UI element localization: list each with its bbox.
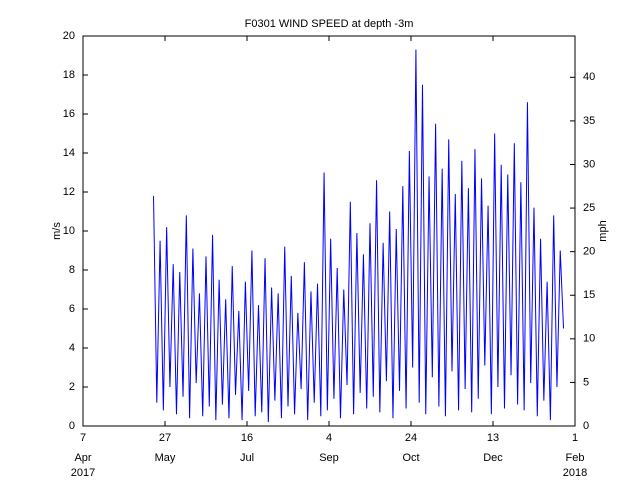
y2-tick-label: 5 — [583, 376, 589, 388]
y2-tick-label: 15 — [583, 289, 595, 301]
x-tick-label: 13 — [487, 432, 499, 444]
y-tick-label: 4 — [69, 342, 75, 354]
y2-tick-label: 35 — [583, 115, 595, 127]
y2-tick-label: 30 — [583, 158, 595, 170]
y2-tick-label: 25 — [583, 202, 595, 214]
x-tick-month: Oct — [402, 452, 419, 464]
y2-tick-label: 40 — [583, 71, 595, 83]
y-tick-label: 6 — [69, 303, 75, 315]
x-tick-label: 16 — [241, 432, 253, 444]
x-tick-month: Feb — [566, 452, 585, 464]
x-tick-month: Sep — [319, 452, 339, 464]
y-tick-label: 12 — [63, 186, 75, 198]
y-tick-label: 18 — [63, 69, 75, 81]
x-tick-month: Jul — [240, 452, 254, 464]
y-axis-label: m/s — [51, 222, 63, 240]
y-tick-label: 10 — [63, 225, 75, 237]
x-tick-label: 4 — [326, 432, 332, 444]
y-tick-label: 20 — [63, 30, 75, 42]
x-tick-month: Apr — [74, 452, 91, 464]
y2-tick-label: 10 — [583, 333, 595, 345]
y2-axis-label: mph — [597, 220, 609, 241]
x-tick-label: 27 — [159, 432, 171, 444]
y2-tick-label: 20 — [583, 246, 595, 258]
y2-tick-label: 0 — [583, 420, 589, 432]
y-tick-label: 16 — [63, 108, 75, 120]
wind-speed-line — [153, 49, 565, 423]
y-tick-label: 0 — [69, 420, 75, 432]
x-tick-year: 2018 — [563, 467, 587, 479]
plot-frame — [82, 35, 576, 427]
x-tick-label: 7 — [80, 432, 86, 444]
x-tick-label: 1 — [572, 432, 578, 444]
x-tick-month: May — [155, 452, 176, 464]
x-tick-month: Dec — [483, 452, 503, 464]
chart-title: F0301 WIND SPEED at depth -3m — [245, 18, 414, 30]
x-tick-year: 2017 — [71, 467, 95, 479]
y-tick-label: 2 — [69, 381, 75, 393]
y-tick-label: 14 — [63, 147, 75, 159]
y-tick-label: 8 — [69, 264, 75, 276]
x-tick-label: 24 — [405, 432, 417, 444]
